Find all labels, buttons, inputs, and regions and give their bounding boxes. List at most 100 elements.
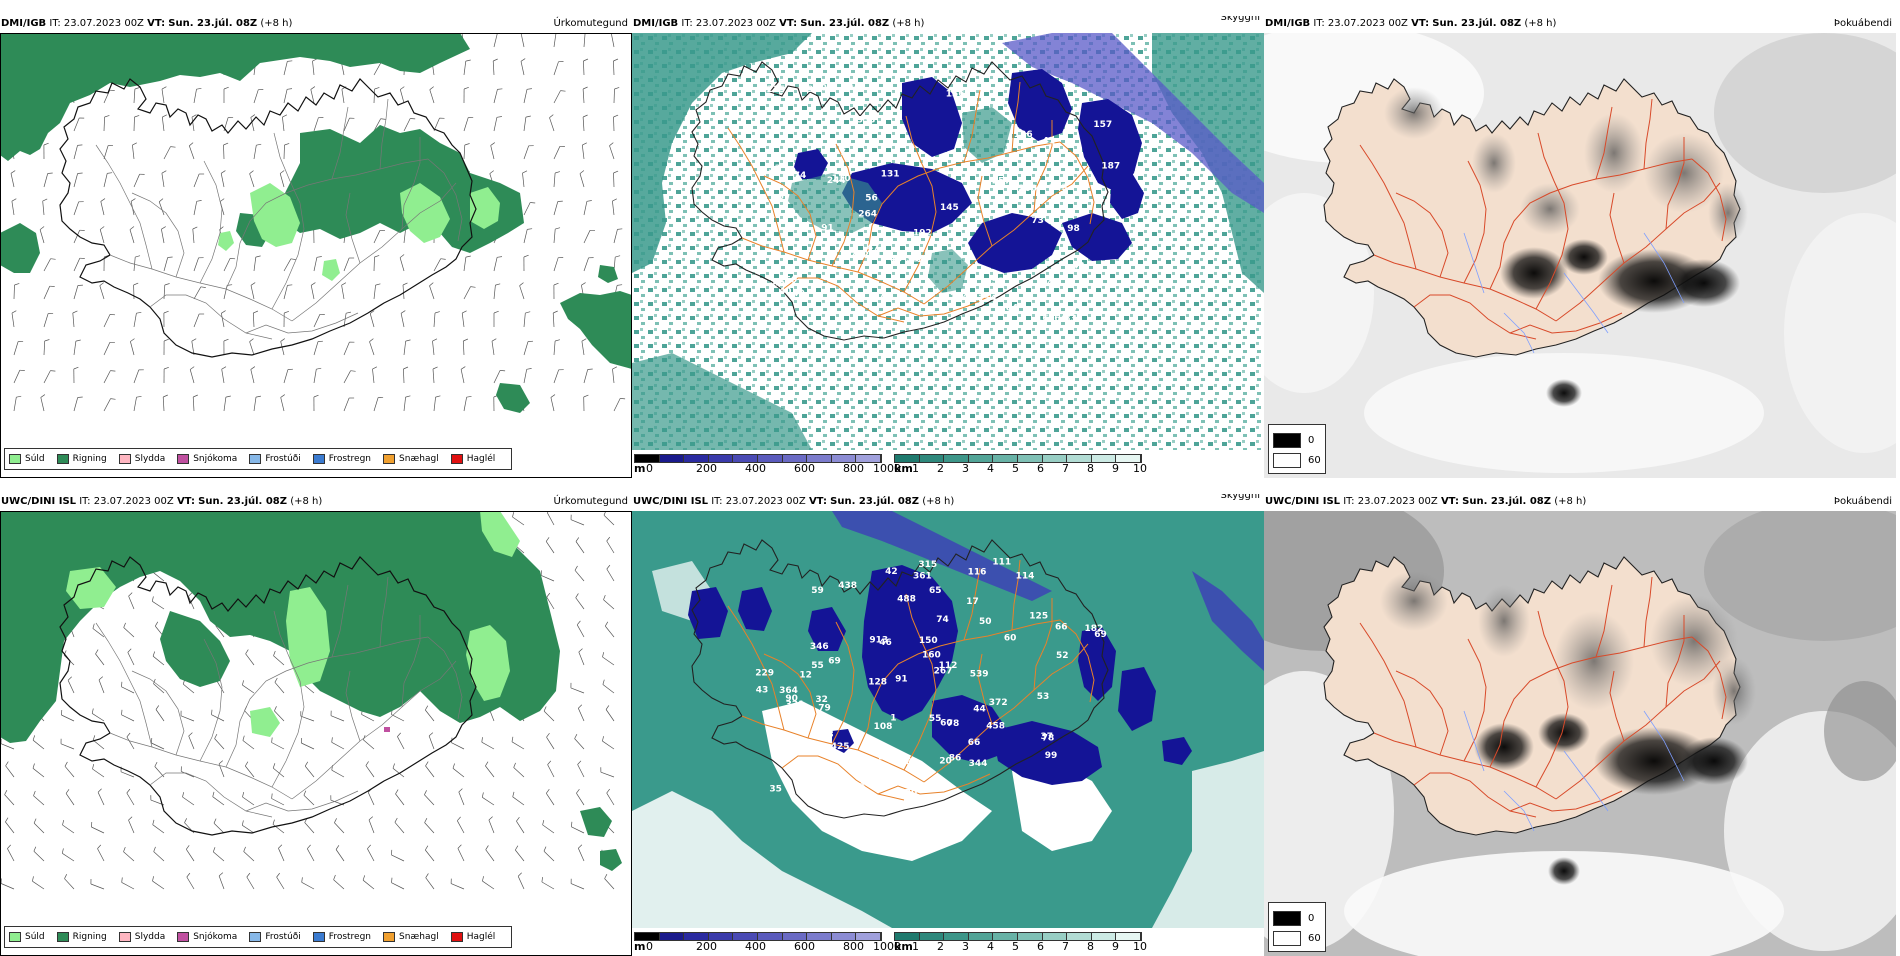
tick-m-800: 800 <box>843 940 864 953</box>
visibility-value-label: 40 <box>890 254 903 264</box>
legend-label: Slydda <box>135 454 165 464</box>
valid-time: Sun. 23.júl. 08Z <box>168 18 257 29</box>
visibility-value-label: 78 <box>947 719 960 729</box>
visibility-value-label: 913 <box>869 635 888 645</box>
tick-m-400: 400 <box>745 462 766 475</box>
visibility-value-label: 150 <box>919 636 938 646</box>
visibility-value-label: 215 <box>767 85 786 95</box>
product-title: Úrkomutegund <box>553 16 628 32</box>
visibility-value-label: 361 <box>913 572 932 582</box>
visibility-value-label: 438 <box>838 581 857 591</box>
visibility-value-label: 264 <box>858 210 877 220</box>
legend-label: Snæhagl <box>399 932 439 942</box>
map-fog <box>1264 511 1896 956</box>
unit-m: m <box>634 462 645 475</box>
tick-km: 6 <box>1037 940 1044 953</box>
visibility-value-label: 112 <box>939 661 958 671</box>
visibility-value-label: 43 <box>756 686 769 696</box>
wind-barb-feather <box>620 398 625 399</box>
wind-barb <box>614 173 615 187</box>
legend-label: Rigning <box>73 454 107 464</box>
legend-label: Frostúði <box>265 454 300 464</box>
panel-header: DMI/IGB IT: 23.07.2023 00Z VT: Sun. 23.j… <box>633 16 1263 32</box>
legend-swatch <box>119 454 131 464</box>
run-time: 23.07.2023 00Z <box>94 496 174 507</box>
fog-legend-row: 0 <box>1273 911 1314 926</box>
run-label: IT: <box>681 18 692 29</box>
visibility-value-label: 42 <box>885 567 898 577</box>
wind-barb-feather <box>168 257 173 258</box>
legend-swatch <box>119 932 131 942</box>
legend-item-rigning: Rigning <box>57 932 107 942</box>
map-precip-type <box>0 33 632 478</box>
tick-km: 9 <box>1112 462 1119 475</box>
visibility-value-label: 539 <box>970 670 989 680</box>
valid-time: Sun. 23.júl. 08Z <box>198 496 287 507</box>
map-precip-type <box>0 511 632 956</box>
panel-dmi-visibility: DMI/IGB IT: 23.07.2023 00Z VT: Sun. 23.j… <box>632 16 1264 478</box>
precip-legend-box: Súld Rigning Slydda Snjókoma Frostúði Fr… <box>4 926 512 948</box>
visibility-value-label: 34 <box>853 781 866 791</box>
visibility-value-label: 157 <box>1093 120 1112 130</box>
visibility-value-label: 32 <box>815 695 828 705</box>
legend-swatch <box>383 932 395 942</box>
visibility-value-label: 91 <box>821 223 834 233</box>
legend-item-rigning: Rigning <box>57 454 107 464</box>
legend-swatch <box>9 454 21 464</box>
visibility-value-label: 77 <box>1071 307 1084 317</box>
legend-swatch <box>451 932 463 942</box>
run-time: 23.07.2023 00Z <box>696 18 776 29</box>
tick-km: 10 <box>1133 462 1147 475</box>
visibility-value-label: 12 <box>799 671 812 681</box>
visibility-colorbar: m 0 200 400 600 800 1000 km 1 2 3 4 5 6 … <box>632 928 1264 956</box>
tick-m-600: 600 <box>794 462 815 475</box>
tick-km: 2 <box>937 462 944 475</box>
tick-km: 5 <box>1012 462 1019 475</box>
visibility-value-label: 114 <box>1016 571 1035 581</box>
visibility-value-label: 111 <box>992 557 1011 567</box>
panel-header: UWC/DINI ISL IT: 23.07.2023 00Z VT: Sun.… <box>1265 494 1895 510</box>
visibility-value-label: 43 <box>1072 262 1085 272</box>
valid-label: VT: <box>1441 496 1459 507</box>
visibility-value-label: 372 <box>989 698 1008 708</box>
visibility-value-label: 52 <box>992 277 1005 287</box>
lead-time: (+8 h) <box>1524 18 1556 29</box>
legend-label: 60 <box>1308 455 1321 466</box>
visibility-value-label: 98 <box>1067 224 1080 234</box>
legend-item-snjokoma: Snjókoma <box>177 454 237 464</box>
legend-item-frostudi: Frostúði <box>249 454 300 464</box>
fog-legend-row: 60 <box>1273 453 1321 468</box>
visibility-value-label: 75 <box>770 734 783 744</box>
visibility-value-label: 56 <box>865 193 878 203</box>
legend-item-slydda: Slydda <box>119 932 165 942</box>
visibility-value-label: 170 <box>899 789 918 799</box>
visibility-value-label: 187 <box>1101 162 1120 172</box>
run-label: IT: <box>79 496 90 507</box>
panel-dmi-fog: DMI/IGB IT: 23.07.2023 00Z VT: Sun. 23.j… <box>1264 16 1896 478</box>
valid-label: VT: <box>1411 18 1429 29</box>
legend-label: Frostúði <box>265 932 300 942</box>
tick-km: 6 <box>1037 462 1044 475</box>
legend-swatch <box>249 932 261 942</box>
legend-label: Snæhagl <box>399 454 439 464</box>
valid-label: VT: <box>779 18 797 29</box>
visibility-value-label: 425 <box>831 742 850 752</box>
panel-header: UWC/DINI ISL IT: 23.07.2023 00Z VT: Sun.… <box>1 494 631 510</box>
legend-label: Frostregn <box>329 454 371 464</box>
wind-barb-feather <box>571 822 572 827</box>
visibility-value-label: 59 <box>811 586 824 596</box>
tick-km: 1 <box>912 940 919 953</box>
tick-km: 1 <box>912 462 919 475</box>
visibility-value-label: 108 <box>874 722 893 732</box>
model-name: UWC/DINI ISL <box>633 496 708 507</box>
map-canvas <box>0 511 632 956</box>
visibility-colorbar: m 0 200 400 600 800 1000 km 1 2 3 4 5 6 … <box>632 450 1264 478</box>
fog-legend-row: 60 <box>1273 931 1321 946</box>
visibility-value-label: 45 <box>873 781 886 791</box>
run-time: 23.07.2023 00Z <box>1358 496 1438 507</box>
wind-barb-feather <box>78 145 83 146</box>
legend-item-snaehagl: Snæhagl <box>383 454 439 464</box>
legend-swatch <box>57 932 69 942</box>
wind-barb-feather <box>500 370 505 371</box>
